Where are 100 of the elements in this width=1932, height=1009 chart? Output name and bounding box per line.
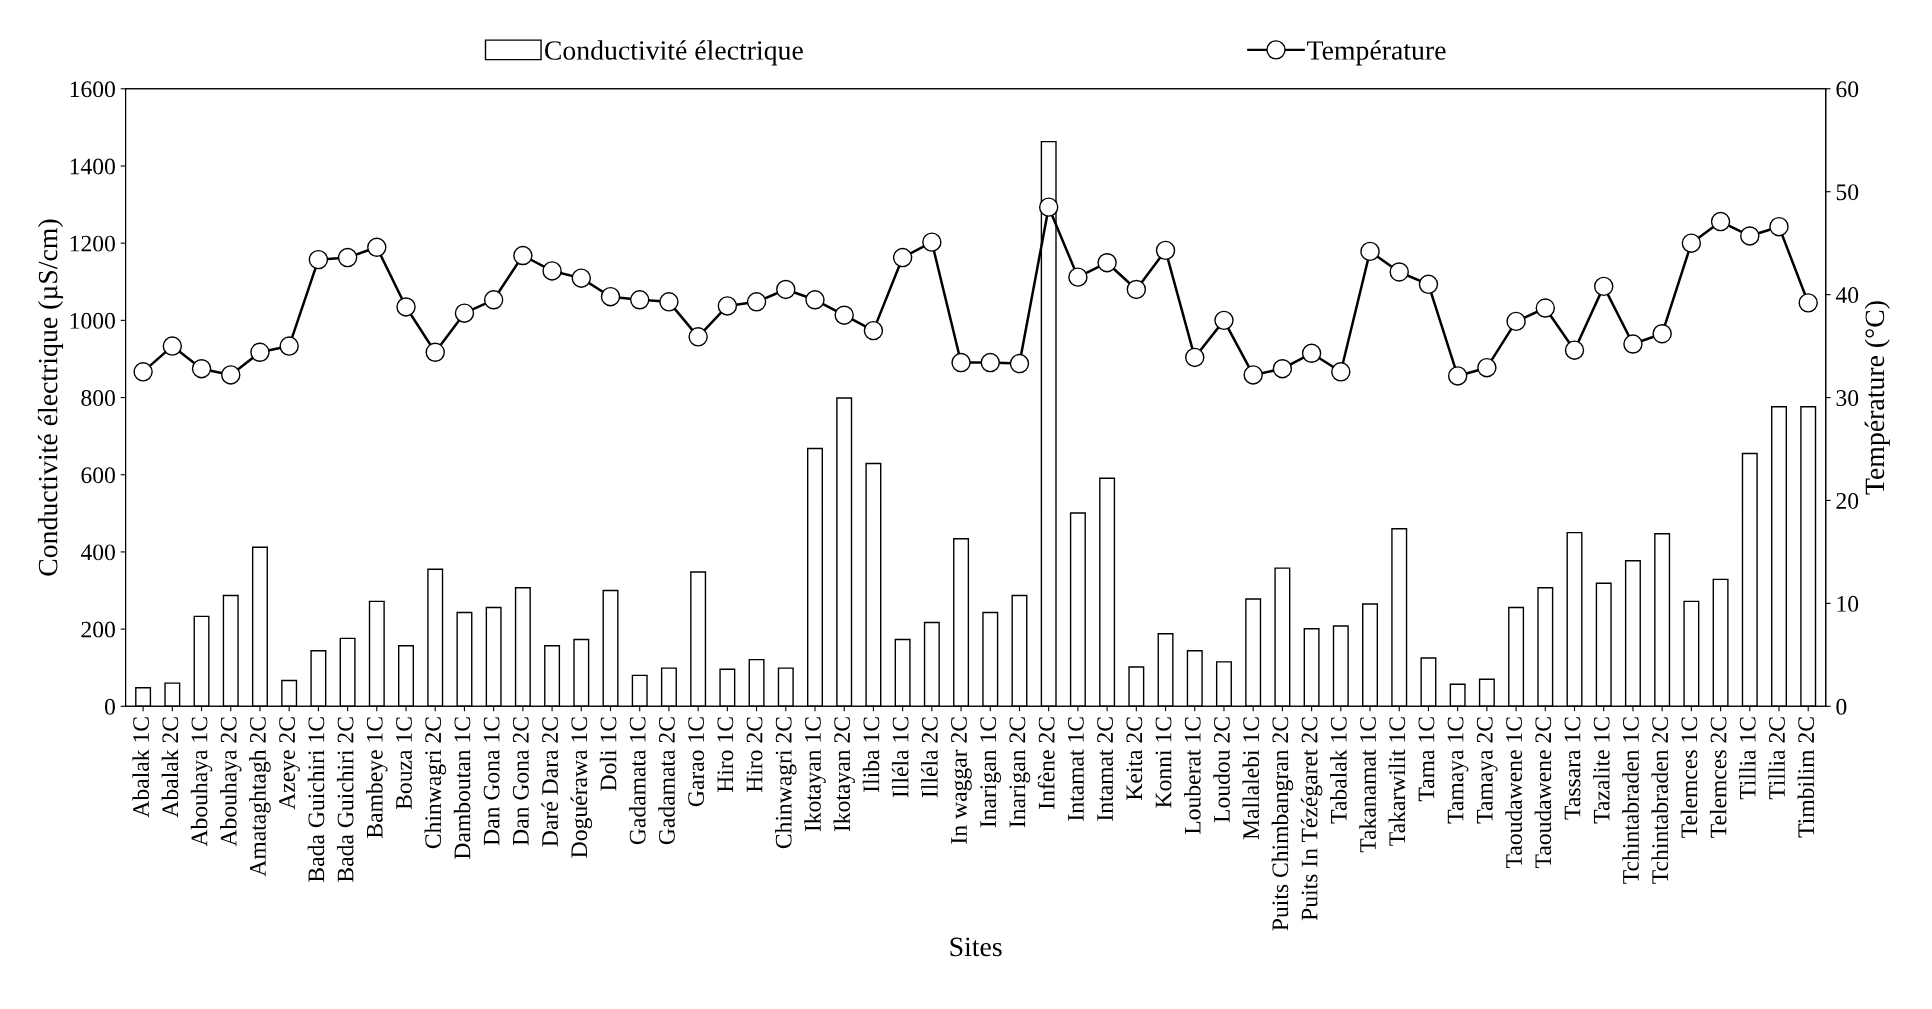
point <box>659 292 679 312</box>
x-tick-label: Tazalite 1C <box>1593 717 1610 824</box>
point <box>1331 362 1351 382</box>
y-axis-title: Conductivité électrique (µS/cm) <box>37 219 64 576</box>
x-tick-label: Doli 1C <box>599 717 617 791</box>
y-tick-label: 400 <box>80 544 115 561</box>
point <box>1798 293 1818 313</box>
y2-tick-label: 10 <box>1837 595 1859 612</box>
point <box>337 247 358 268</box>
x-tick-label: Inarigan 2C <box>1009 717 1031 828</box>
point <box>629 290 650 310</box>
y2-tick-label: 50 <box>1836 184 1859 201</box>
point <box>250 342 270 362</box>
point <box>1769 216 1789 237</box>
point <box>892 247 913 268</box>
x-tick-label: Tama 1C <box>1418 717 1435 802</box>
point <box>1623 334 1643 354</box>
y2-tick-label: 40 <box>1835 287 1859 304</box>
x-tick-label: Abalak 2C <box>161 717 179 818</box>
point <box>805 290 825 310</box>
point <box>1740 226 1760 246</box>
x-tick-label: Tabalak 1C <box>1330 717 1347 824</box>
x-tick-label: Konni 1C <box>1155 717 1172 808</box>
y-tick-label: 0 <box>104 698 115 715</box>
x-tick-label: Dan Gona 1C <box>483 717 500 846</box>
point <box>834 305 854 325</box>
x-tick-label: Takarwilit 1C <box>1388 717 1406 846</box>
x-tick-label: Telemces 1C <box>1680 717 1698 838</box>
x-tick-label: In waggar 2C <box>951 717 972 844</box>
x-tick-label: Ikotayan 2C <box>833 717 855 832</box>
point <box>1155 240 1176 261</box>
x-tick-label: Illéla 2C <box>921 717 938 798</box>
point <box>1477 357 1497 378</box>
point <box>513 245 533 266</box>
point <box>1535 298 1556 318</box>
point <box>1389 262 1409 282</box>
point <box>1301 343 1322 364</box>
y2-tick-label: 20 <box>1836 492 1859 509</box>
x-tick-label: Tchintabraden 1C <box>1622 717 1639 884</box>
point <box>1652 324 1672 344</box>
point <box>1564 340 1585 360</box>
x-axis-title: Sites <box>950 937 1002 957</box>
point <box>1038 197 1059 217</box>
point <box>1418 274 1439 295</box>
x-tick-label: Taoudawene 2C <box>1534 717 1552 869</box>
x-tick-label: Telemces 2C <box>1709 717 1727 838</box>
point <box>1681 233 1702 253</box>
y-tick-label: 1200 <box>70 235 115 252</box>
x-tick-label: Infène 2C <box>1037 717 1055 809</box>
point <box>600 286 621 307</box>
point <box>688 327 708 347</box>
point <box>1126 279 1147 300</box>
x-tick-label: Intamat 2C <box>1097 717 1114 821</box>
x-tick-label: Gadamata 2C <box>658 717 675 845</box>
x-tick-label: Puits In Tézégaret 2C <box>1300 717 1323 921</box>
x-tick-label: Intamat 1C <box>1067 717 1084 821</box>
x-tick-label: Hiro 2C <box>746 717 763 793</box>
point <box>425 342 445 362</box>
point <box>483 290 504 310</box>
point <box>1593 276 1614 297</box>
point <box>1097 253 1117 273</box>
point <box>279 336 299 356</box>
x-tick-label: Iliba 1C <box>862 717 880 792</box>
x-tick-label: Bada Guichiri 2C <box>336 717 354 882</box>
point <box>717 296 738 316</box>
y-tick-label: 800 <box>81 390 115 406</box>
point <box>454 303 475 323</box>
point <box>308 249 329 270</box>
x-tick-label: Ikotayan 1C <box>804 717 826 832</box>
x-tick-label: Puits Chimbangran 2C <box>1271 717 1294 931</box>
x-tick-label: Abouhaya 2C <box>220 717 242 847</box>
x-tick-label: Tillia 2C <box>1768 717 1785 800</box>
x-tick-label: Bouza 1C <box>396 717 412 810</box>
y-tick-label: 600 <box>81 467 115 484</box>
point <box>542 261 562 281</box>
y-tick-label: 200 <box>81 621 115 638</box>
point <box>863 320 884 341</box>
x-tick-label: Louberat 1C <box>1184 717 1201 835</box>
x-tick-label: Doguérawa 1C <box>570 717 593 858</box>
x-tick-label: Abalak 1C <box>132 717 150 818</box>
x-tick-label: Loudou 2C <box>1213 717 1230 823</box>
x-tick-label: Chinwagri 2C <box>424 717 446 849</box>
point <box>1009 353 1030 374</box>
legend-label: Température <box>1307 40 1446 66</box>
x-tick-label: Garao 1C <box>688 717 705 807</box>
point <box>1506 311 1526 332</box>
point <box>951 352 971 373</box>
point <box>1447 366 1468 386</box>
point <box>1360 241 1380 262</box>
x-tick-label: Tillia 1C <box>1739 717 1756 800</box>
y-tick-label: 1600 <box>70 81 115 98</box>
point <box>133 362 153 382</box>
y2-tick-label: 60 <box>1836 81 1859 98</box>
x-tick-label: Tamaya 2C <box>1476 717 1498 824</box>
point <box>367 237 387 258</box>
point <box>1214 310 1234 331</box>
y2-tick-label: 0 <box>1836 698 1847 715</box>
point <box>1710 211 1731 232</box>
x-tick-label: Dan Gona 2C <box>512 717 529 846</box>
x-tick-label: Inarigan 1C <box>980 717 1001 828</box>
